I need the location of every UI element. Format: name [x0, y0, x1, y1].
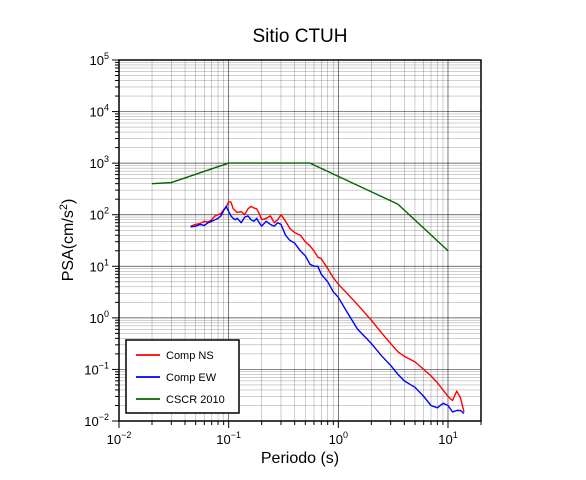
y-tick-label-base: 10: [90, 311, 104, 326]
x-tick-label-exponent: 1: [453, 430, 458, 440]
y-tick-label-base: 10: [90, 105, 104, 120]
y-tick-label: 102: [90, 206, 109, 223]
x-tick-label-base: 10: [107, 432, 121, 447]
y-axis-label-superscript: 2: [58, 204, 70, 210]
y-tick-label: 105: [90, 51, 109, 68]
series-group: [151, 162, 465, 415]
y-tick-label-exponent: −2: [99, 412, 109, 422]
y-tick-label: 100: [90, 309, 109, 326]
legend-label-cscr-2010: CSCR 2010: [166, 394, 225, 406]
y-tick-label-base: 10: [90, 259, 104, 274]
legend-label-comp-ew: Comp EW: [166, 372, 217, 384]
y-tick-label-exponent: 3: [104, 154, 109, 164]
plot-frame: [118, 59, 482, 422]
y-tick-label-exponent: 2: [104, 206, 109, 216]
series-line-cscr-2010: [151, 162, 449, 252]
y-tick-label-exponent: 4: [104, 103, 109, 113]
x-axis-label: Periodo (s): [261, 450, 339, 467]
y-tick-label-base: 10: [84, 362, 98, 377]
x-tick-label: 10−2: [107, 430, 132, 447]
y-tick-label-exponent: 5: [104, 51, 109, 61]
y-tick-label-exponent: −1: [99, 360, 109, 370]
x-tick-label-exponent: −1: [231, 430, 241, 440]
x-tick-label: 101: [438, 430, 457, 447]
y-axis-label-close: ): [60, 199, 77, 204]
y-axis-label-main: PSA(cm/s: [60, 210, 77, 281]
y-tick-label-exponent: 0: [104, 309, 109, 319]
y-tick-label: 10−1: [84, 360, 109, 377]
x-tick-label-base: 10: [216, 432, 230, 447]
y-tick-label: 103: [90, 154, 109, 171]
x-tick-label-base: 10: [438, 432, 452, 447]
y-tick-label-base: 10: [90, 208, 104, 223]
legend: Comp NS Comp EW CSCR 2010: [125, 339, 240, 414]
chart-title: Sitio CTUH: [252, 26, 347, 47]
y-tick-label-base: 10: [90, 156, 104, 171]
x-tick-label-exponent: −2: [121, 430, 131, 440]
y-tick-label: 101: [90, 257, 109, 274]
y-axis-label: PSA(cm/s2): [58, 199, 77, 282]
x-tick-label: 10−1: [216, 430, 241, 447]
y-tick-label-base: 10: [90, 53, 104, 68]
y-tick-label: 104: [90, 103, 109, 120]
y-tick-label: 10−2: [84, 412, 109, 429]
x-tick-label-base: 10: [329, 432, 343, 447]
x-tick-label: 100: [329, 430, 348, 447]
series-line-comp-ew: [190, 205, 465, 415]
x-tick-label-exponent: 0: [343, 430, 348, 440]
legend-label-comp-ns: Comp NS: [166, 350, 214, 362]
y-tick-label-exponent: 1: [104, 257, 109, 267]
y-tick-label-base: 10: [84, 414, 98, 429]
